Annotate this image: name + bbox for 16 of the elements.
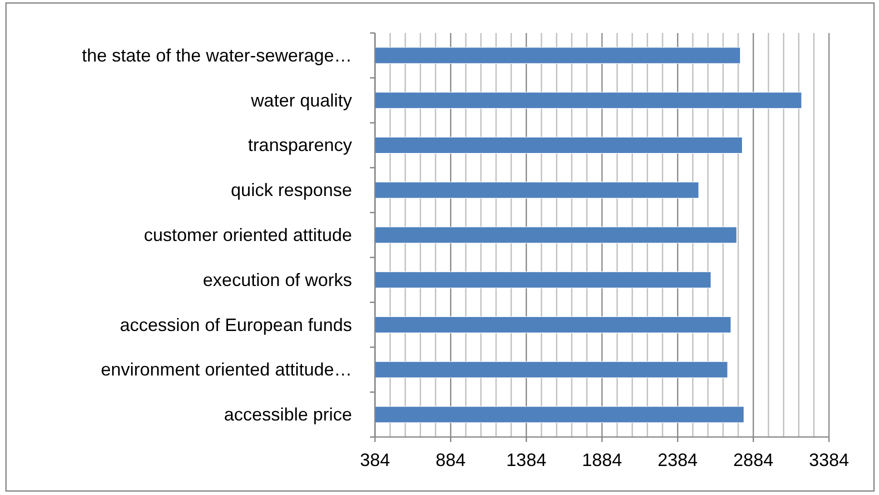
x-tick-label: 2884: [733, 450, 774, 470]
y-tick-label: quick response: [230, 180, 352, 200]
x-tick-label: 884: [436, 450, 466, 470]
y-tick-label: accession of European funds: [120, 314, 352, 335]
x-tick-label: 384: [360, 450, 390, 470]
y-tick-label: the state of the water-sewerage…: [82, 45, 352, 66]
y-tick-label: water quality: [250, 90, 352, 110]
x-tick-label: 1884: [582, 450, 622, 470]
x-tick-label: 3384: [808, 450, 850, 470]
y-tick-label: environment oriented attitude…: [100, 360, 352, 380]
x-tick-label: 1384: [506, 450, 546, 470]
x-tick-label: 2384: [658, 450, 698, 470]
y-tick-label: customer oriented attitude: [144, 225, 352, 245]
y-tick-label: execution of works: [202, 270, 352, 290]
y-tick-label: accessible price: [224, 404, 352, 425]
y-tick-label: transparency: [248, 135, 352, 156]
